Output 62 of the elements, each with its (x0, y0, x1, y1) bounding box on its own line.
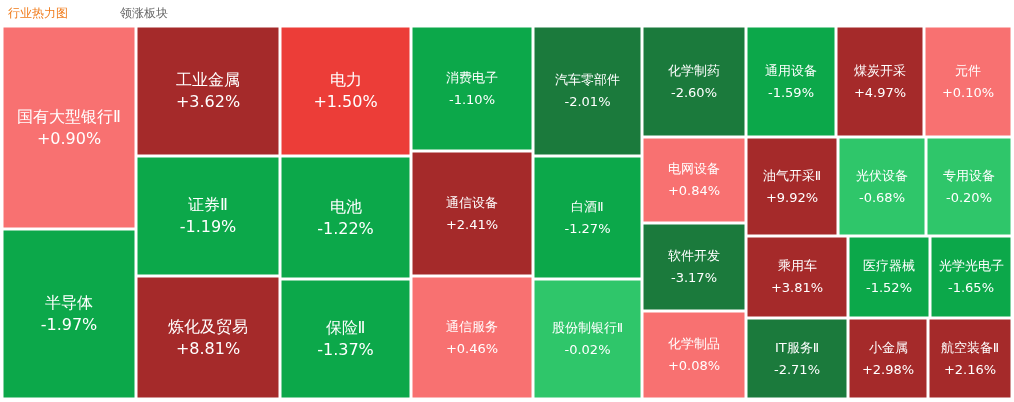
category-label: 半导体 (45, 293, 93, 312)
data-label: -1.65% (948, 280, 994, 295)
category-label: 国有大型银行Ⅱ (17, 106, 121, 126)
category-label: 证券Ⅱ (188, 195, 228, 214)
data-label: +9.92% (765, 189, 819, 205)
data-label: +2.41% (445, 216, 499, 232)
data-label: -1.59% (768, 84, 814, 100)
category-label: 电力 (329, 70, 362, 89)
data-label: +0.10% (941, 84, 995, 100)
category-label: 消费电子 (446, 69, 498, 85)
data-label: -1.97% (40, 315, 98, 334)
category-label: 小金属 (868, 339, 908, 355)
category-label: 化学制品 (668, 336, 720, 351)
category-label: 工业金属 (176, 70, 240, 89)
data-label: -3.17% (671, 270, 717, 285)
data-label: +8.81% (175, 338, 241, 358)
category-label: 光学光电子 (938, 258, 1004, 273)
category-label: 元件 (955, 62, 981, 78)
category-label: 航空装备Ⅱ (940, 339, 1000, 355)
category-label: 软件开发 (668, 248, 720, 263)
data-label: +2.16% (943, 361, 997, 377)
data-label: +1.50% (313, 92, 378, 111)
data-label: +4.97% (853, 84, 907, 100)
category-label: 汽车零部件 (555, 72, 620, 87)
category-label: 医疗器械 (863, 258, 915, 273)
data-label: -0.68% (859, 189, 905, 205)
data-label: -1.52% (866, 280, 912, 295)
category-label: IT服务Ⅱ (774, 339, 820, 355)
category-label: 通信服务 (446, 318, 498, 334)
data-label: +2.98% (861, 361, 915, 377)
category-label: 白酒Ⅱ (571, 198, 604, 214)
text: 行业热力图 (8, 6, 68, 20)
data-label: +0.84% (667, 183, 721, 198)
data-label: -2.71% (774, 361, 820, 377)
data-label: +0.90% (36, 128, 102, 148)
category-label: 保险Ⅱ (325, 318, 366, 337)
category-label: 油气开采Ⅱ (762, 167, 822, 183)
category-label: 炼化及贸易 (168, 316, 248, 336)
data-label: -1.27% (564, 220, 611, 236)
data-label: -1.10% (449, 91, 495, 107)
category-label: 股份制银行Ⅱ (551, 320, 624, 335)
data-label: -1.19% (179, 217, 237, 236)
category-label: 电池 (329, 196, 362, 216)
category-label: 煤炭开采 (854, 62, 906, 78)
category-label: 专用设备 (943, 167, 995, 183)
category-label: 电网设备 (668, 161, 720, 176)
category-label: 光伏设备 (856, 167, 908, 183)
data-label: +3.81% (770, 280, 824, 295)
data-label: -2.60% (671, 84, 717, 100)
data-label: -0.02% (564, 342, 611, 357)
data-label: +3.62% (175, 92, 241, 111)
data-label: -1.37% (317, 340, 374, 359)
data-label: +0.08% (667, 358, 721, 373)
category-label: 化学制药 (668, 62, 720, 78)
data-label: -0.20% (946, 189, 992, 205)
category-label: 通信设备 (446, 194, 498, 210)
data-label: -1.22% (317, 218, 374, 238)
category-label: 乘用车 (777, 258, 817, 273)
category-label: 通用设备 (765, 62, 817, 78)
text: 领涨板块 (120, 6, 168, 20)
data-label: -2.01% (564, 94, 611, 109)
data-label: +0.46% (445, 340, 499, 356)
